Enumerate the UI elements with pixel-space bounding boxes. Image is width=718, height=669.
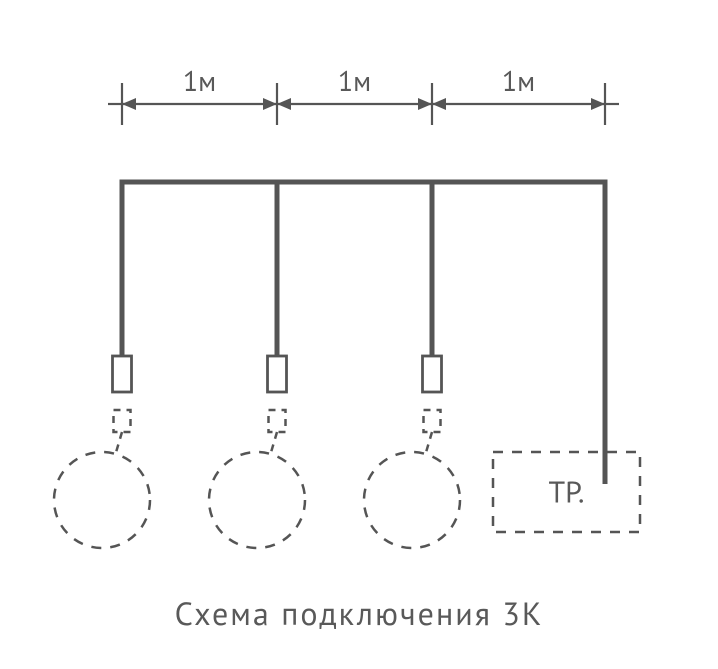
dashed-lead xyxy=(426,432,432,454)
ring-dashed xyxy=(54,452,150,548)
dim-label: 1м xyxy=(183,62,216,99)
plug-dashed xyxy=(114,410,131,432)
dim-arrowhead xyxy=(418,98,432,110)
plug-dashed xyxy=(269,410,286,432)
dim-arrowhead xyxy=(277,98,291,110)
dim-arrowhead xyxy=(263,98,277,110)
dashed-lead xyxy=(271,432,277,454)
ring-dashed xyxy=(209,452,305,548)
dim-label: 1м xyxy=(502,62,535,99)
tr-label: ТР. xyxy=(549,473,585,512)
connector xyxy=(423,356,442,392)
dim-label: 1м xyxy=(338,62,371,99)
dim-arrowhead xyxy=(591,98,605,110)
ring-dashed xyxy=(364,452,460,548)
dim-arrowhead xyxy=(432,98,446,110)
wiring-diagram: 1м 1м 1м ТР. Схема подключения 3К xyxy=(0,0,718,669)
connector xyxy=(268,356,287,392)
caption: Схема подключения 3К xyxy=(175,592,544,634)
dashed-lead xyxy=(116,432,122,454)
dim-arrowhead xyxy=(122,98,136,110)
connector xyxy=(113,356,132,392)
plug-dashed xyxy=(424,410,441,432)
